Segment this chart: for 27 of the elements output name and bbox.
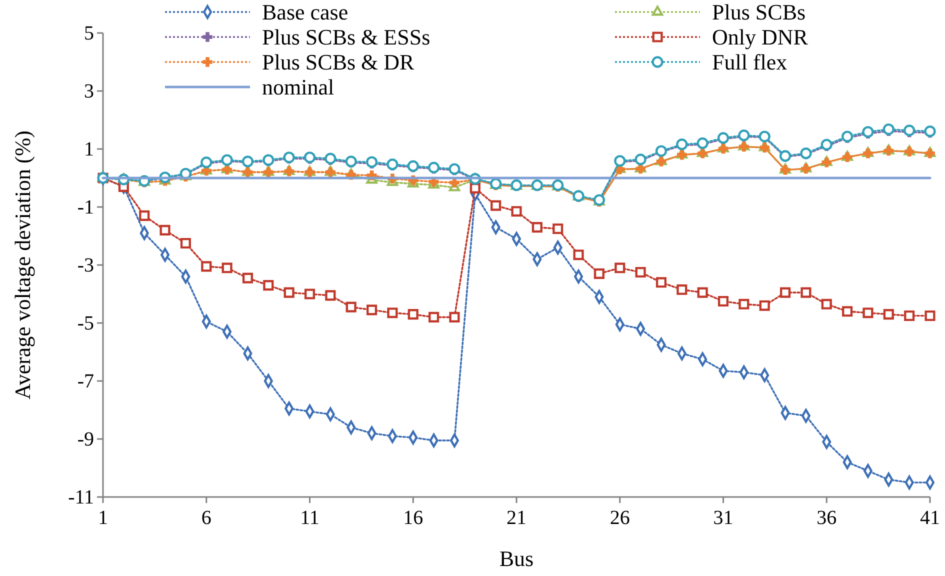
- x-tick-label: 1: [98, 507, 108, 529]
- y-tick-label: -7: [77, 370, 94, 392]
- x-tick-label: 16: [403, 507, 424, 529]
- legend-label: Full flex: [712, 50, 788, 75]
- y-tick-label: -9: [77, 428, 94, 450]
- x-axis-title: Bus: [499, 546, 534, 571]
- x-tick-label: 31: [713, 507, 734, 529]
- y-tick-label: -3: [77, 254, 94, 276]
- y-tick-label: 1: [84, 138, 94, 160]
- y-axis-title: Average voltage deviation (%): [10, 130, 35, 400]
- x-tick-label: 41: [920, 507, 940, 529]
- x-tick-label: 11: [300, 507, 320, 529]
- y-tick-label: 3: [84, 80, 94, 102]
- legend-label: Only DNR: [712, 24, 808, 50]
- legend-label: Base case: [262, 0, 348, 25]
- legend-label: nominal: [262, 74, 334, 100]
- legend-label: Plus SCBs & DR: [262, 50, 415, 75]
- y-tick-label: -5: [77, 312, 94, 334]
- x-tick-label: 6: [201, 507, 212, 529]
- y-tick-label: -11: [68, 486, 94, 508]
- y-tick-label: 5: [84, 22, 94, 44]
- legend-label: Plus SCBs: [712, 0, 806, 25]
- x-tick-label: 36: [816, 507, 837, 529]
- y-tick-label: -1: [77, 196, 94, 218]
- x-tick-label: 21: [506, 507, 526, 529]
- legend-label: Plus SCBs & ESSs: [262, 24, 430, 50]
- x-tick-label: 26: [610, 507, 630, 529]
